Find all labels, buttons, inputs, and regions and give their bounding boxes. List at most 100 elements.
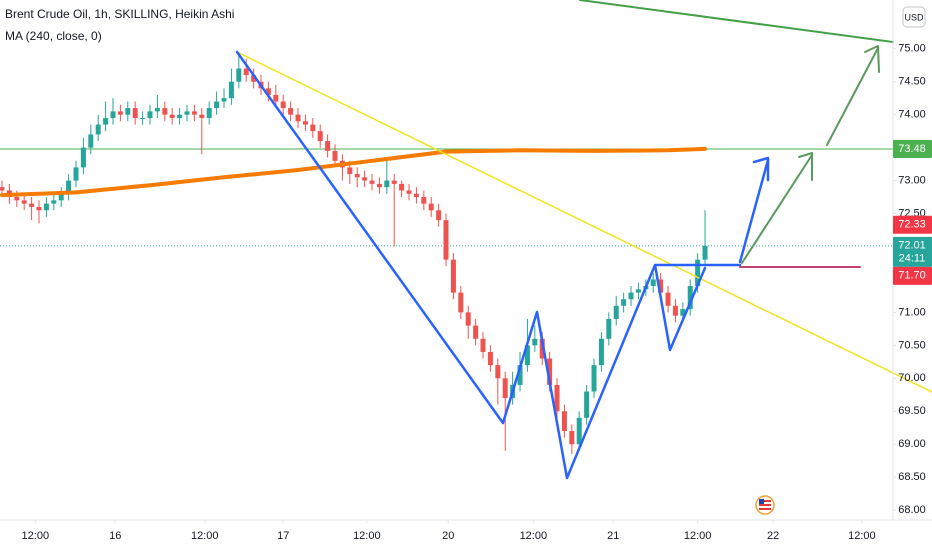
y-tick-label: 74.50	[898, 76, 926, 88]
candle-body	[672, 305, 678, 316]
candle-body	[0, 187, 5, 191]
candle-body	[635, 289, 641, 293]
candle-body	[376, 183, 382, 188]
candle-body	[191, 111, 197, 115]
candle-body	[428, 203, 434, 211]
flag-stripe	[759, 504, 771, 506]
candle-body	[598, 338, 604, 366]
arrow-head	[864, 45, 880, 73]
candle-body	[288, 108, 294, 115]
x-tick-label: 21	[607, 530, 619, 542]
currency-box[interactable]	[902, 6, 926, 28]
candle-body	[295, 114, 301, 122]
price-label-box	[893, 139, 932, 158]
candle-body	[265, 88, 271, 95]
candle-body	[132, 108, 138, 118]
candle-body	[569, 431, 575, 445]
y-tick-label: 70.00	[898, 372, 926, 384]
candle-body	[613, 305, 619, 319]
candle-body	[539, 338, 545, 359]
candle-body	[695, 259, 701, 287]
candle-body	[702, 245, 708, 260]
candle-body	[325, 141, 331, 151]
candle-body	[458, 292, 464, 313]
x-tick-label: 12:00	[191, 530, 219, 542]
candle-body	[606, 318, 612, 339]
candle-body	[302, 121, 308, 125]
candle-body	[517, 365, 523, 385]
candle-body	[384, 180, 390, 188]
price-label: 72.33	[898, 219, 926, 231]
x-tick-label: 12:00	[353, 530, 381, 542]
candle-body	[43, 203, 49, 211]
candle-body	[177, 114, 183, 118]
candle-body	[14, 197, 20, 201]
x-tick-label: 16	[109, 530, 121, 542]
candle-body	[110, 111, 116, 118]
price-label: 71.70	[898, 270, 926, 282]
chart-title: Brent Crude Oil, 1h, SKILLING, Heikin As…	[5, 7, 234, 21]
drawings	[235, 0, 932, 480]
candle-body	[169, 114, 175, 118]
price-label-box	[893, 215, 932, 234]
price-label-box	[893, 236, 932, 267]
candle-body	[184, 111, 190, 115]
candle-body	[413, 193, 419, 198]
candle-body	[524, 345, 530, 366]
y-tick-label: 69.00	[898, 438, 926, 450]
candle-body	[547, 358, 553, 385]
candle-body	[73, 167, 79, 181]
candle-body	[628, 292, 634, 300]
candle-body	[658, 279, 664, 293]
candle-body	[58, 193, 64, 201]
candle-body	[317, 131, 323, 142]
candle-body	[199, 114, 205, 118]
candle-body	[280, 101, 286, 109]
trend-line	[236, 51, 932, 393]
arrow-head	[752, 156, 770, 182]
candle-body	[236, 68, 242, 82]
x-tick-label: 12:00	[520, 530, 548, 542]
candle-body	[154, 108, 160, 112]
candle-body	[487, 351, 493, 366]
flag-stripe	[759, 508, 771, 510]
x-tick-label: 12:00	[848, 530, 876, 542]
candle-body	[450, 259, 456, 293]
moving-average	[0, 146, 707, 198]
candle-body	[436, 210, 442, 221]
x-tick-label: 22	[767, 530, 779, 542]
zigzag	[235, 50, 707, 480]
trend-line	[579, 0, 894, 43]
candle-body	[51, 200, 57, 204]
candle-body	[206, 108, 212, 118]
y-tick-label: 75.00	[898, 43, 926, 55]
countdown: 24:11	[899, 253, 926, 265]
arrow	[826, 47, 879, 146]
ma-legend: MA (240, close, 0)	[5, 29, 102, 43]
currency: USD	[904, 12, 924, 22]
candle-body	[95, 124, 101, 135]
candle-body	[29, 203, 35, 207]
arrow-head	[798, 152, 813, 181]
y-tick-label: 71.00	[898, 306, 926, 318]
candle-body	[273, 94, 279, 102]
flag-icon[interactable]	[755, 495, 775, 515]
y-tick-label: 68.50	[898, 471, 926, 483]
price-label: 72.01	[898, 240, 926, 252]
flag-canton	[759, 499, 764, 504]
arrow	[738, 158, 770, 264]
candle-body	[162, 108, 168, 115]
flag-stripe	[759, 500, 771, 502]
x-tick-label: 17	[277, 530, 289, 542]
candle-body	[680, 309, 686, 316]
candle-body	[214, 101, 220, 109]
candle-body	[36, 206, 42, 211]
y-tick-label: 70.50	[898, 339, 926, 351]
candle-body	[354, 173, 360, 178]
candle-body	[243, 68, 249, 76]
price-label: 73.48	[898, 143, 926, 155]
candle-body	[125, 108, 131, 115]
y-tick-label: 74.00	[898, 109, 926, 121]
